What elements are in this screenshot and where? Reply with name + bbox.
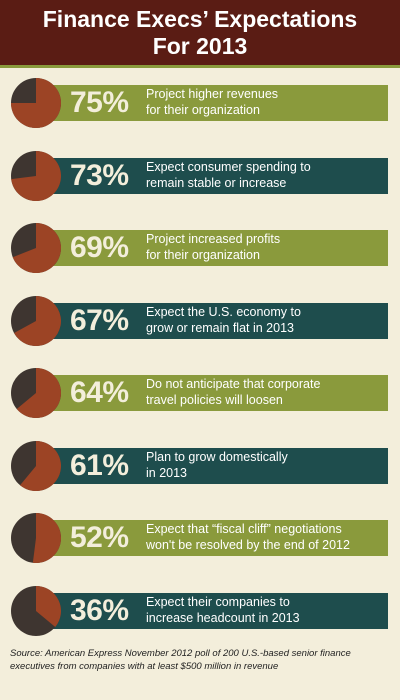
stat-band [38,302,388,339]
stat-row: 36% Expect their companies to increase he… [0,584,400,638]
pie-chart-icon [11,440,61,491]
pie-slice [16,368,61,418]
stat-description: Expect consumer spending to remain stabl… [146,159,311,190]
stat-band [38,375,388,411]
stat-percent: 73% [70,158,129,192]
pie-chart-icon [11,78,61,128]
stat-percent: 75% [70,86,129,119]
stat-description: Expect their companies to increase headc… [146,594,300,625]
pie-chart-icon [11,368,61,418]
stat-percent: 61% [70,448,129,482]
stat-percent: 64% [70,376,129,409]
page-title: Finance Execs’ Expectations For 2013 [42,6,358,59]
stat-row: 64% Do not anticipate that corporate trav… [0,366,400,420]
stat-percent: 36% [70,593,129,627]
stat-row: 73% Expect consumer spending to remain st… [0,149,400,203]
stat-band [38,85,388,121]
stat-percent: 52% [70,521,129,554]
source-note: Source: American Express November 2012 p… [10,648,351,672]
stat-description: Plan to grow domestically in 2013 [146,449,288,480]
stat-band [38,157,388,194]
pie-slice [14,295,61,346]
stat-percent: 67% [70,303,129,337]
pie-chart-icon [11,150,62,201]
stat-row: 67% Expect the U.S. economy to grow or re… [0,294,400,348]
pie-slice [36,585,62,627]
pie-slice [32,513,62,563]
pie-slice [20,440,61,491]
pie-slice [12,223,62,273]
stat-band [38,520,388,556]
stat-percent: 69% [70,231,129,264]
pie-slice [11,78,61,128]
pie-slice [11,150,62,201]
stat-description: Project increased profits for their orga… [146,232,281,262]
stat-row: 52% Expect that “fiscal cliff” negotiatio… [0,511,400,565]
stat-row: 75% Project higher revenues for their org… [0,76,400,130]
header-banner: Finance Execs’ Expectations For 2013 [0,0,400,68]
stat-band [38,230,388,266]
stat-description: Expect the U.S. economy to grow or remai… [146,304,301,335]
stat-band [38,592,388,629]
stat-description: Project higher revenues for their organi… [146,87,279,117]
pie-chart-icon [11,513,62,563]
stat-description: Do not anticipate that corporate travel … [146,377,321,407]
pie-chart-icon [11,585,62,636]
stat-description: Expect that “fiscal cliff” negotiations … [146,522,350,552]
pie-chart-icon [11,223,62,273]
pie-chart-icon [11,295,61,346]
stat-band [38,447,388,484]
stat-row: 69% Project increased profits for their o… [0,221,400,275]
stat-row: 61% Plan to grow domestically in 2013 [0,439,400,493]
